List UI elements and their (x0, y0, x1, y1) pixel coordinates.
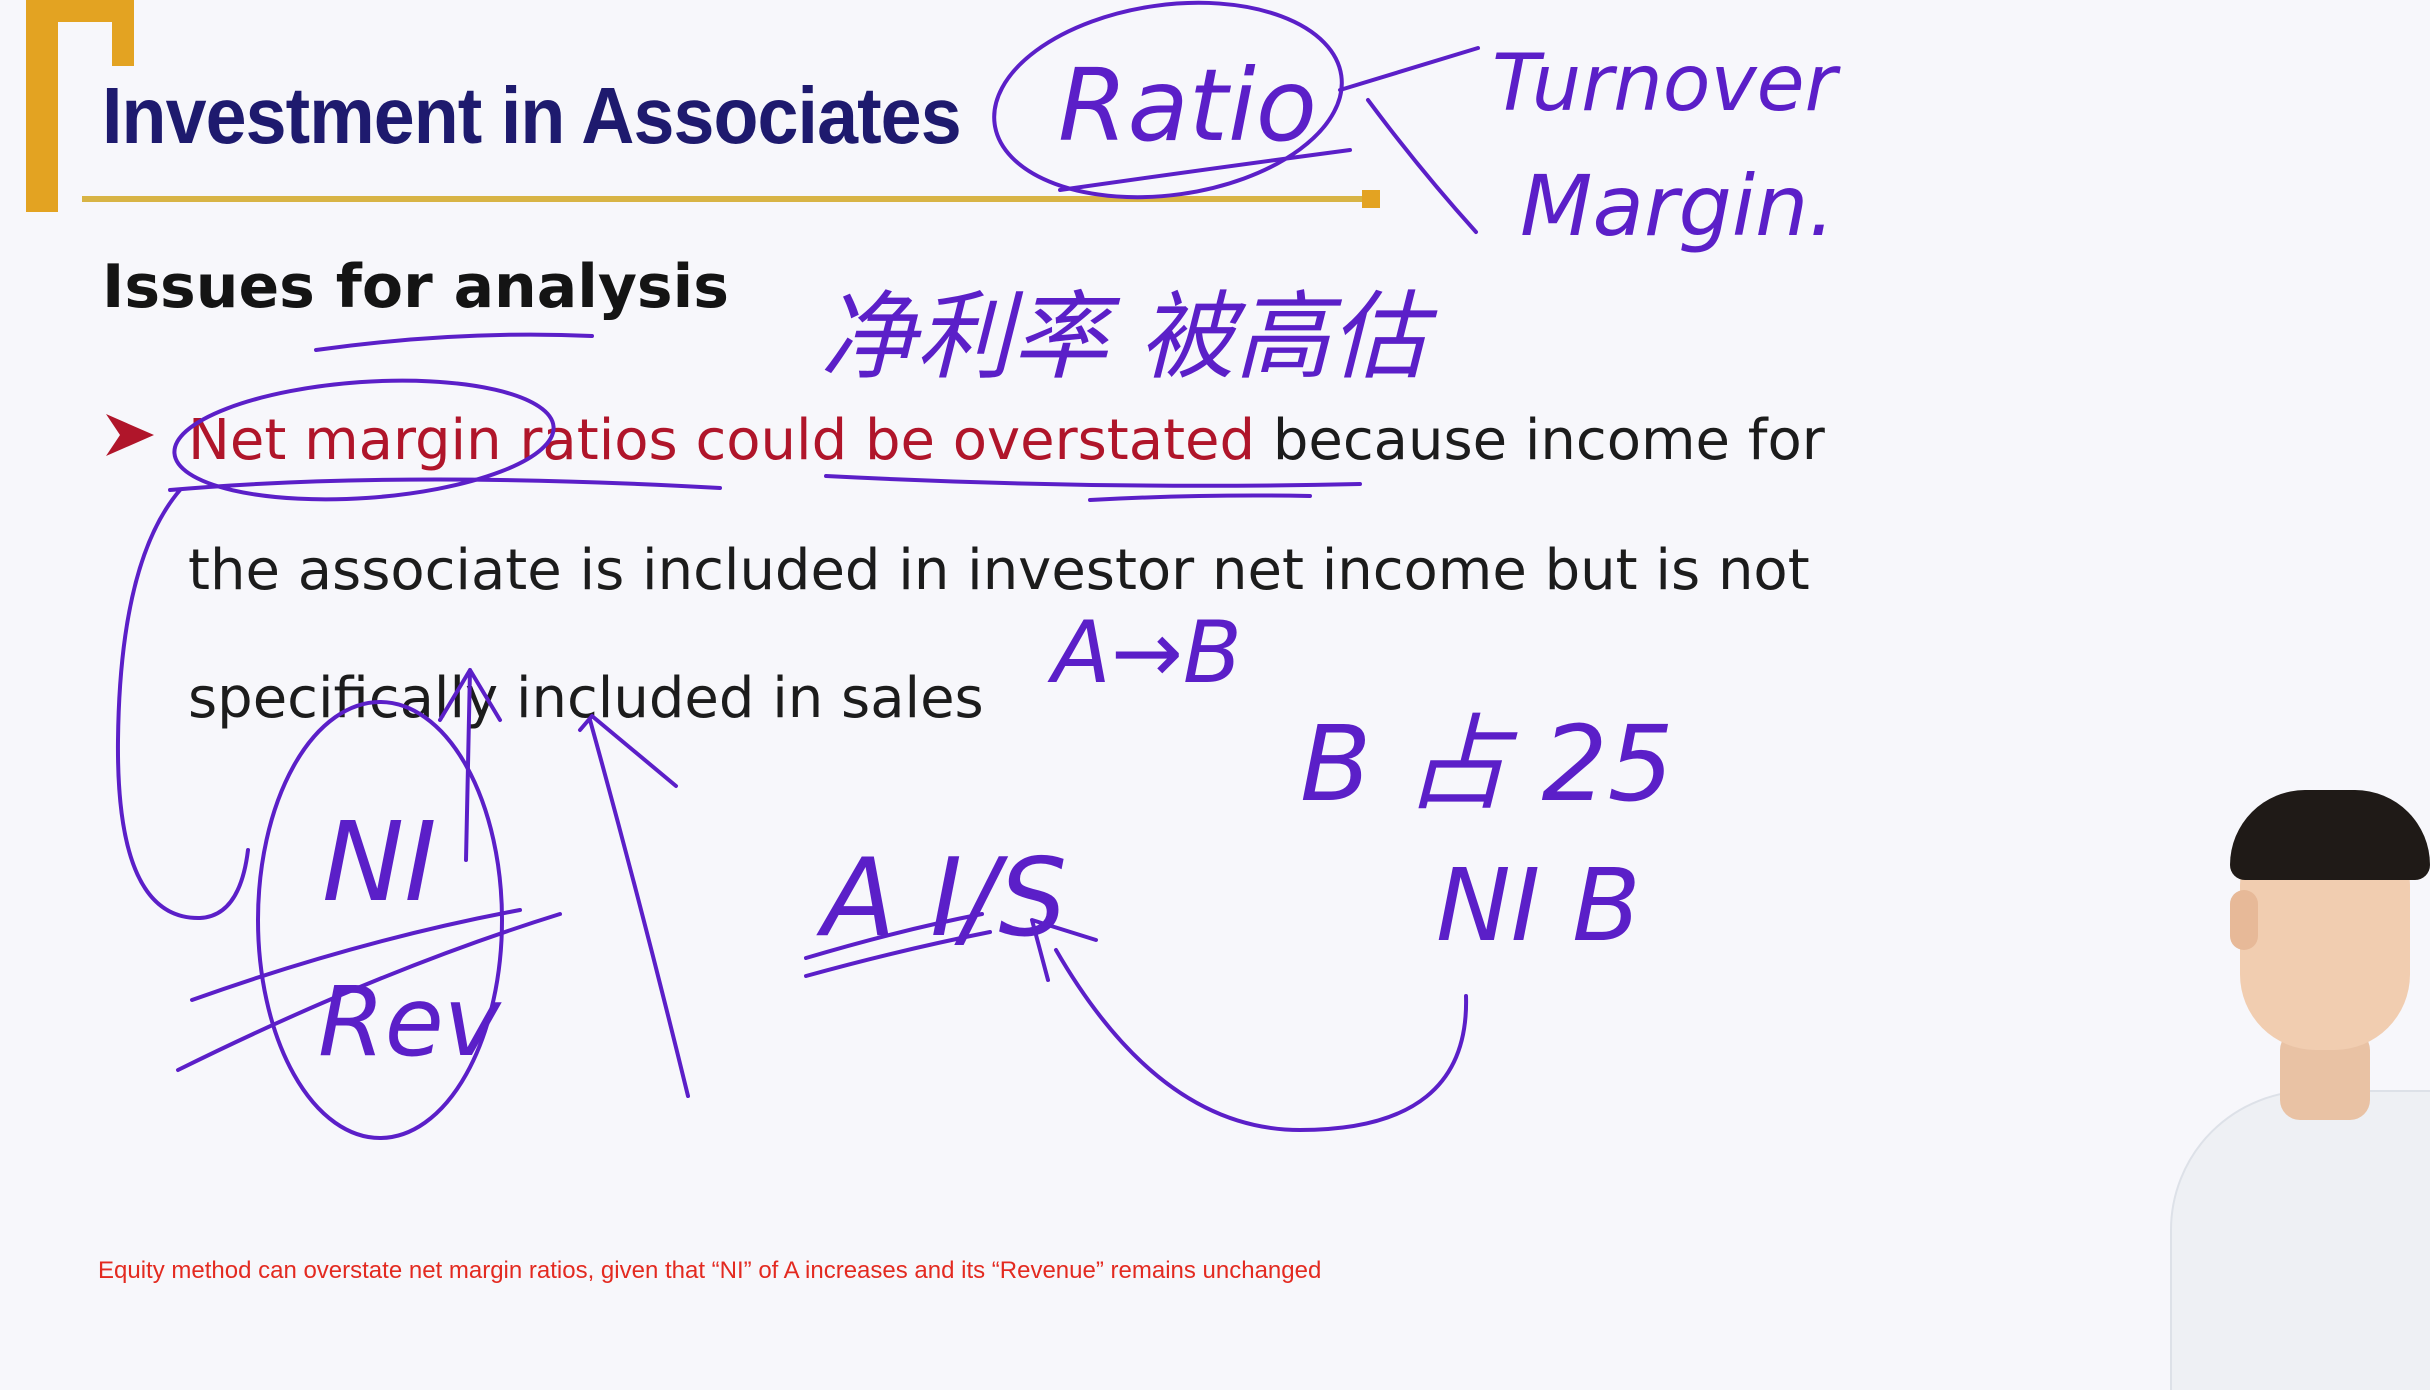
presenter-hair (2230, 790, 2430, 880)
title-divider (82, 196, 1372, 202)
annotation-chinese-note: 净利率 被高估 (820, 281, 1439, 393)
slide-title: Investment in Associates (102, 71, 962, 160)
subtitle-caption: Equity method can overstate net margin r… (98, 1257, 1322, 1284)
fraction-line (190, 908, 522, 1002)
presenter-video (2130, 790, 2430, 1390)
return-curve (1030, 918, 1469, 1132)
bullet-line-1-rest: because income for (1255, 408, 1825, 473)
ratio-underline (1058, 148, 1352, 192)
presenter-ear (2230, 890, 2258, 950)
annotation-ni: NI (322, 798, 437, 926)
ni-rev-oval (256, 700, 504, 1140)
annotation-ais: A I/S (816, 836, 1067, 961)
bullet-line-3: specifically included in sales (188, 666, 984, 731)
slide-subtitle: Issues for analysis (102, 252, 729, 322)
annotation-turnover: Turnover (1492, 39, 1842, 129)
annotation-ratio: Ratio (1058, 47, 1317, 164)
overstated-underline (824, 474, 1362, 488)
annotation-margin: Margin. (1520, 157, 1835, 255)
ratio-branch-down (1366, 98, 1478, 234)
bullet-line-2: the associate is included in investor ne… (188, 538, 1810, 603)
overstated-underline-2 (1088, 493, 1312, 502)
annotation-b-share: B 占 25 (1300, 703, 1674, 825)
bullet-highlight: Net margin ratios could be overstated (188, 408, 1256, 473)
annotation-rev: Rev (318, 966, 502, 1078)
annotation-a-to-b: A→B (1047, 603, 1242, 703)
bullet-arrow-icon (106, 414, 154, 456)
bullet-line-1: Net margin ratios could be overstated be… (188, 408, 1825, 473)
big-up-arrow (578, 714, 690, 1098)
title-divider-end (1362, 190, 1380, 208)
ais-underline (804, 912, 984, 960)
ais-underline-2 (804, 930, 992, 978)
annotation-ni-b: NI B (1436, 847, 1641, 964)
net-margin-underline (168, 477, 722, 492)
presenter-shirt (2170, 1090, 2430, 1390)
subtitle-underline (314, 332, 594, 352)
ratio-circle (992, 0, 1344, 200)
fraction-strike (176, 912, 562, 1072)
ratio-branch-up (1338, 46, 1480, 92)
